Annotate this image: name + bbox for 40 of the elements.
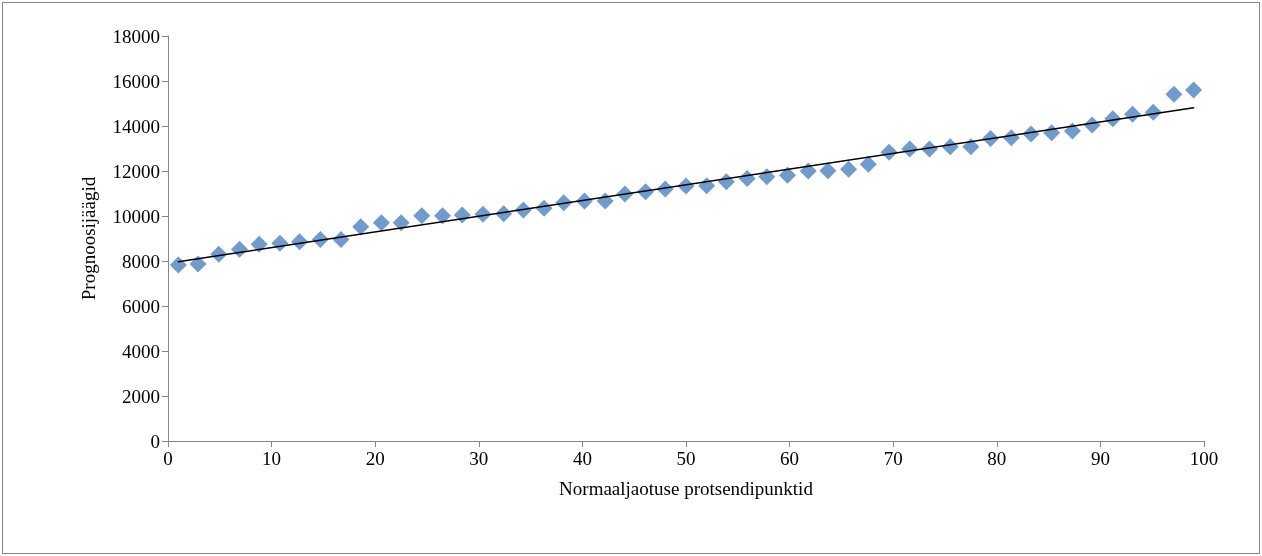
point <box>189 255 207 273</box>
point <box>372 214 390 232</box>
y-tick-label: 10000 <box>112 205 160 227</box>
x-tick-label: 20 <box>365 448 385 469</box>
x-axis-title: Normaaljaotuse protsendipunktid <box>559 478 814 499</box>
x-tick-label: 90 <box>1090 448 1110 469</box>
x-tick-label: 80 <box>987 448 1007 469</box>
x-tick-label: 60 <box>780 448 800 469</box>
y-tick-label: 16000 <box>112 70 160 92</box>
point <box>352 218 370 236</box>
y-axis-title: Prognoosijäägid <box>78 176 99 301</box>
point <box>169 256 187 274</box>
point <box>1165 85 1183 103</box>
point <box>840 160 858 178</box>
x-tick-label: 70 <box>883 448 903 469</box>
y-tick-label: 6000 <box>122 295 160 317</box>
x-tick-label: 40 <box>572 448 592 469</box>
point <box>819 162 837 180</box>
point <box>962 138 980 156</box>
point <box>859 155 877 173</box>
x-tick-label: 50 <box>676 448 696 469</box>
y-tick-label: 4000 <box>122 340 160 362</box>
point <box>799 162 817 180</box>
x-tick-label: 0 <box>163 448 173 469</box>
point <box>413 207 431 225</box>
x-tick-label: 10 <box>262 448 282 469</box>
point <box>250 235 268 253</box>
y-tick-label: 12000 <box>112 160 160 182</box>
point <box>434 207 452 225</box>
point <box>779 166 797 184</box>
point <box>392 214 410 232</box>
x-tick-label: 100 <box>1189 448 1219 469</box>
y-tick-label: 8000 <box>122 250 160 272</box>
point <box>1063 122 1081 140</box>
y-tick-label: 14000 <box>112 115 160 137</box>
y-tick-label: 18000 <box>112 25 160 47</box>
y-tick-label: 2000 <box>122 385 160 407</box>
y-tick-label: 0 <box>150 430 160 452</box>
point <box>1185 81 1203 99</box>
x-tick-label: 30 <box>469 448 489 469</box>
